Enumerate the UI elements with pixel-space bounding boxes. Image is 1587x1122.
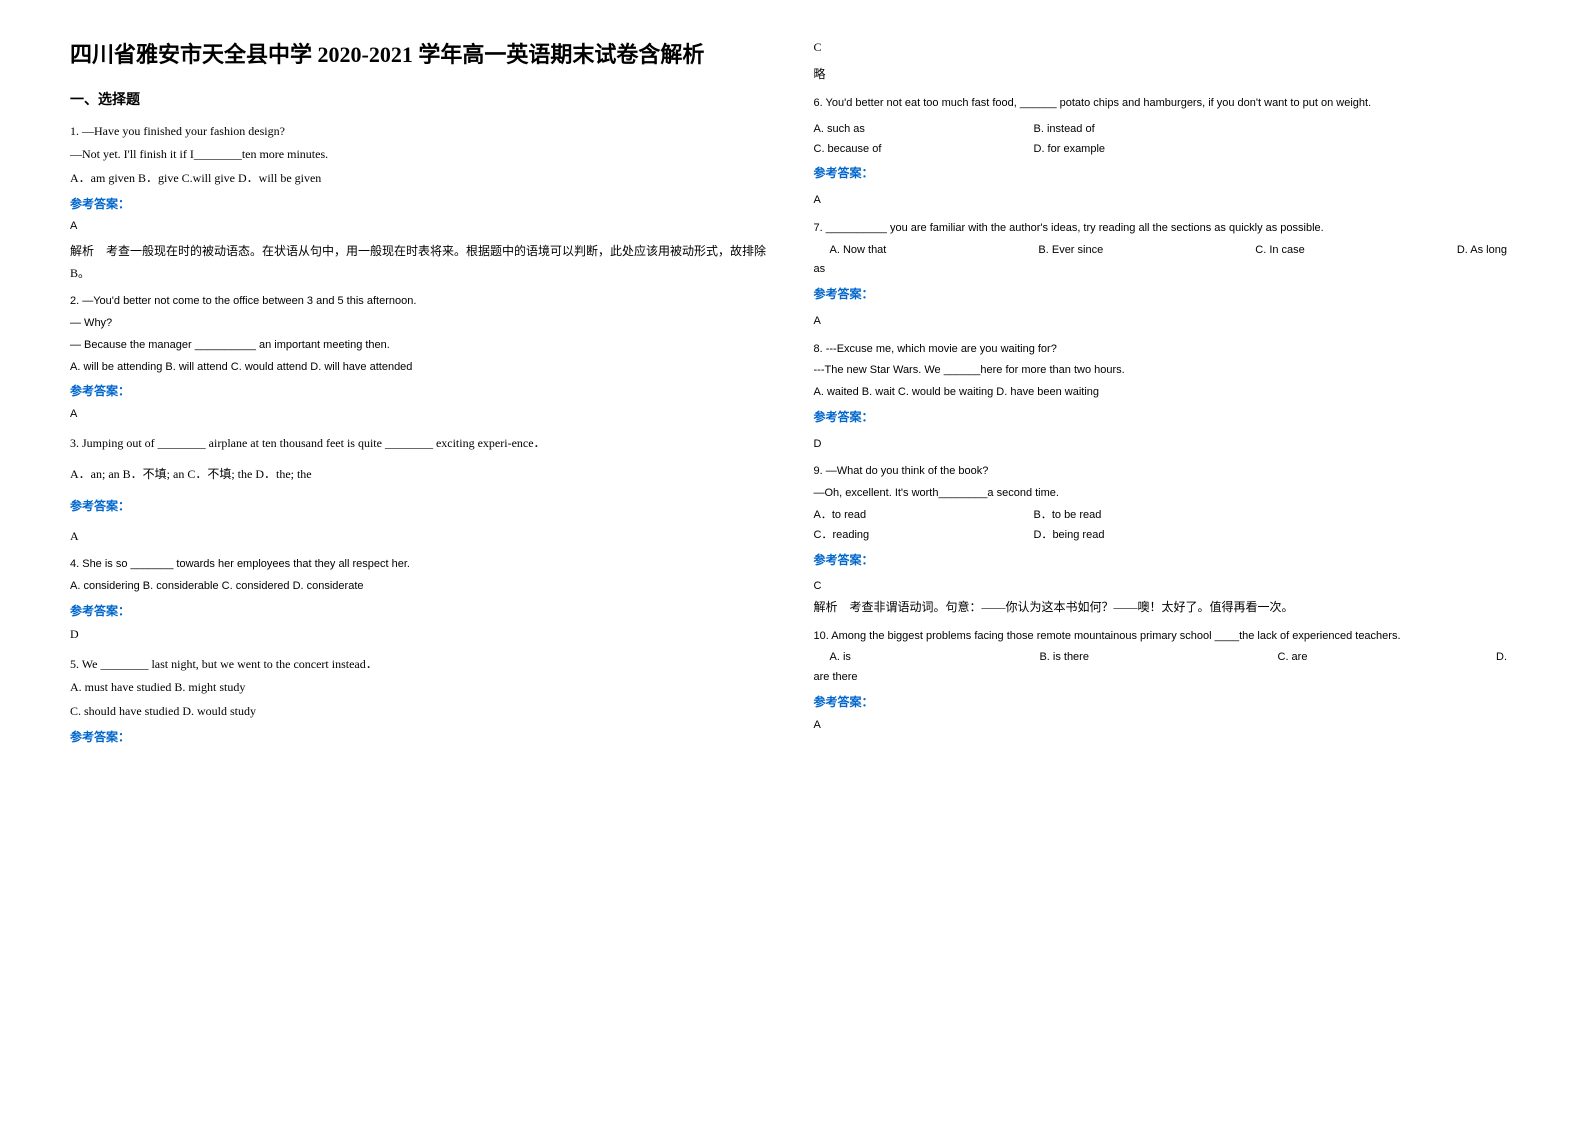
question-1: 1. —Have you finished your fashion desig… (70, 121, 774, 284)
q1-line2: —Not yet. I'll finish it if I________ten… (70, 144, 774, 166)
q9-optC: C．reading (814, 526, 994, 546)
q4-answer: D (70, 624, 774, 646)
answer-label: 参考答案： (814, 692, 1518, 714)
q9-optB: B．to be read (1034, 506, 1102, 526)
q10-line1: 10. Among the biggest problems facing th… (814, 627, 1518, 647)
q5-opt-row1: A. must have studied B. might study (70, 677, 774, 699)
q5-lue: 略 (814, 65, 1518, 82)
q9-opt-row1: A．to read B．to be read (814, 506, 1518, 526)
q7-answer: A (814, 312, 1518, 332)
q9-line2: —Oh, excellent. It's worth________a seco… (814, 484, 1518, 504)
q7-optD: D. As long (1457, 241, 1507, 261)
q9-explanation: 解析 考查非谓语动词。句意：——你认为这本书如何？——噢！太好了。值得再看一次。 (814, 597, 1518, 619)
q9-line1: 9. —What do you think of the book? (814, 462, 1518, 482)
q8-line2: ---The new Star Wars. We ______here for … (814, 361, 1518, 381)
q2-line1: 2. —You'd better not come to the office … (70, 292, 774, 312)
q9-opt-row2: C．reading D．being read (814, 526, 1518, 546)
answer-label: 参考答案： (814, 284, 1518, 306)
q2-answer: A (70, 405, 774, 425)
section-1-header: 一、选择题 (70, 89, 774, 109)
q3-line1: 3. Jumping out of ________ airplane at t… (70, 433, 774, 455)
answer-label: 参考答案： (70, 727, 774, 749)
q7-optA: A. Now that (830, 241, 887, 261)
answer-label: 参考答案： (814, 407, 1518, 429)
q10-optD: D. (1496, 648, 1507, 668)
question-2: 2. —You'd better not come to the office … (70, 292, 774, 425)
q1-line1: 1. —Have you finished your fashion desig… (70, 121, 774, 143)
q8-line1: 8. ---Excuse me, which movie are you wai… (814, 340, 1518, 360)
q8-answer: D (814, 435, 1518, 455)
q6-optB: B. instead of (1034, 120, 1095, 140)
question-9: 9. —What do you think of the book? —Oh, … (814, 462, 1518, 618)
left-column: 四川省雅安市天全县中学 2020-2021 学年高一英语期末试卷含解析 一、选择… (50, 40, 794, 1082)
q6-optD: D. for example (1034, 140, 1106, 160)
answer-label: 参考答案： (70, 496, 774, 518)
q4-line1: 4. She is so _______ towards her employe… (70, 555, 774, 575)
q9-answer: C (814, 577, 1518, 597)
q2-line2: — Why? (70, 314, 774, 334)
q3-options: A．an; an B．不填; an C．不填; the D．the; the (70, 464, 774, 486)
q6-answer: A (814, 191, 1518, 211)
q5-answer: C (814, 40, 1518, 55)
q2-line3: — Because the manager __________ an impo… (70, 336, 774, 356)
q10-opt-row: A. is B. is there C. are D. (814, 648, 1518, 668)
q2-options: A. will be attending B. will attend C. w… (70, 358, 774, 378)
answer-label: 参考答案： (70, 194, 774, 216)
q6-opt-row1: A. such as B. instead of (814, 120, 1518, 140)
q4-options: A. considering B. considerable C. consid… (70, 577, 774, 597)
q9-optA: A．to read (814, 506, 994, 526)
question-7: 7. __________ you are familiar with the … (814, 219, 1518, 332)
q1-answer: A (70, 217, 774, 237)
q9-optD: D．being read (1034, 526, 1105, 546)
question-4: 4. She is so _______ towards her employe… (70, 555, 774, 646)
q8-options: A. waited B. wait C. would be waiting D.… (814, 383, 1518, 403)
question-8: 8. ---Excuse me, which movie are you wai… (814, 340, 1518, 455)
q7-tail: as (814, 260, 1518, 280)
answer-label: 参考答案： (814, 550, 1518, 572)
q6-optA: A. such as (814, 120, 994, 140)
q7-line1: 7. __________ you are familiar with the … (814, 219, 1518, 239)
q7-optC: C. In case (1255, 241, 1305, 261)
question-3: 3. Jumping out of ________ airplane at t… (70, 433, 774, 547)
document-title: 四川省雅安市天全县中学 2020-2021 学年高一英语期末试卷含解析 (70, 40, 774, 71)
q7-opt-row: A. Now that B. Ever since C. In case D. … (814, 241, 1518, 261)
page: 四川省雅安市天全县中学 2020-2021 学年高一英语期末试卷含解析 一、选择… (0, 0, 1587, 1122)
q5-line1: 5. We ________ last night, but we went t… (70, 654, 774, 676)
question-5: 5. We ________ last night, but we went t… (70, 654, 774, 748)
q5-opt-row2: C. should have studied D. would study (70, 701, 774, 723)
q7-optB: B. Ever since (1038, 241, 1103, 261)
q10-optA: A. is (830, 648, 851, 668)
q6-line1: 6. You'd better not eat too much fast fo… (814, 94, 1518, 114)
q10-answer: A (814, 716, 1518, 736)
q1-options: A．am given B．give C.will give D．will be … (70, 168, 774, 190)
answer-label: 参考答案： (70, 381, 774, 403)
question-6: 6. You'd better not eat too much fast fo… (814, 94, 1518, 211)
q6-optC: C. because of (814, 140, 994, 160)
right-column: C 略 6. You'd better not eat too much fas… (794, 40, 1538, 1082)
question-10: 10. Among the biggest problems facing th… (814, 627, 1518, 736)
q10-optB: B. is there (1039, 648, 1089, 668)
answer-label: 参考答案： (814, 163, 1518, 185)
q10-optC: C. are (1278, 648, 1308, 668)
q10-tail: are there (814, 668, 1518, 688)
answer-label: 参考答案： (70, 601, 774, 623)
q1-explanation: 解析 考查一般现在时的被动语态。在状语从句中，用一般现在时表将来。根据题中的语境… (70, 241, 774, 284)
q6-opt-row2: C. because of D. for example (814, 140, 1518, 160)
q3-answer: A (70, 526, 774, 548)
